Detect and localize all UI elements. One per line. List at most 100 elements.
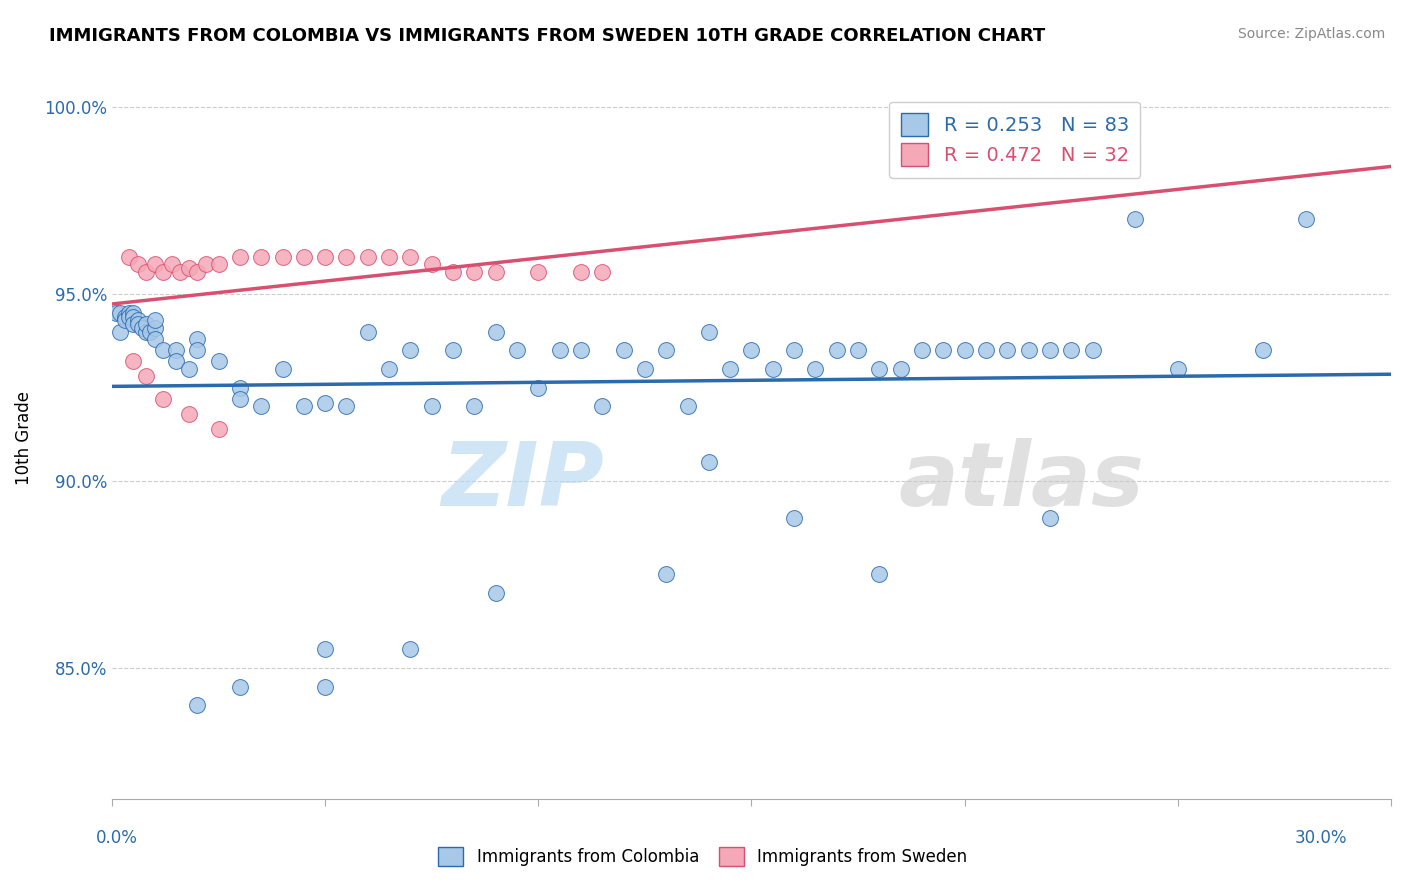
Point (314, 395, 336, 409)
Point (229, 381, 252, 395)
Point (114, 310, 136, 324)
Point (548, 343, 571, 358)
Point (613, 343, 636, 358)
Point (697, 325, 720, 339)
Point (697, 455, 720, 469)
Point (357, 325, 380, 339)
Point (292, 250, 315, 264)
Point (804, 362, 827, 376)
Point (229, 392, 252, 406)
Point (868, 567, 890, 582)
Point (177, 260, 200, 275)
Point (591, 399, 613, 413)
Point (127, 257, 149, 271)
Point (127, 313, 149, 327)
Text: atlas: atlas (898, 438, 1144, 524)
Point (160, 257, 183, 271)
Point (463, 265, 485, 279)
Point (378, 250, 401, 264)
Point (569, 265, 592, 279)
Point (186, 698, 208, 713)
Point (740, 343, 762, 358)
Legend: R = 0.253   N = 83, R = 0.472   N = 32: R = 0.253 N = 83, R = 0.472 N = 32 (889, 102, 1140, 178)
Point (463, 399, 485, 413)
Point (378, 362, 401, 376)
Point (110, 306, 132, 320)
Point (1251, 343, 1274, 358)
Point (655, 343, 678, 358)
Point (890, 362, 912, 376)
Text: IMMIGRANTS FROM COLOMBIA VS IMMIGRANTS FROM SWEDEN 10TH GRADE CORRELATION CHART: IMMIGRANTS FROM COLOMBIA VS IMMIGRANTS F… (49, 27, 1046, 45)
Point (420, 399, 443, 413)
Point (399, 343, 422, 358)
Point (783, 511, 806, 525)
Point (825, 343, 848, 358)
Point (207, 257, 229, 271)
Y-axis label: 10th Grade: 10th Grade (15, 391, 32, 485)
Point (135, 317, 157, 331)
Point (229, 250, 252, 264)
Point (527, 381, 550, 395)
Point (186, 343, 208, 358)
Point (122, 354, 145, 368)
Point (399, 642, 422, 657)
Point (1039, 511, 1062, 525)
Point (118, 306, 141, 320)
Point (335, 250, 357, 264)
Point (441, 343, 464, 358)
Point (846, 343, 869, 358)
Point (131, 321, 153, 335)
Point (135, 265, 157, 279)
Point (139, 325, 162, 339)
Point (250, 399, 273, 413)
Point (634, 362, 657, 376)
Point (169, 265, 191, 279)
Point (1123, 212, 1146, 227)
Point (974, 343, 997, 358)
Point (152, 343, 174, 358)
Point (229, 680, 252, 694)
Point (110, 325, 132, 339)
Point (1081, 343, 1104, 358)
Point (271, 250, 294, 264)
Point (314, 642, 336, 657)
Point (335, 399, 357, 413)
Point (441, 265, 464, 279)
Point (127, 317, 149, 331)
Point (122, 310, 145, 324)
Point (399, 250, 422, 264)
Text: 0.0%: 0.0% (96, 829, 138, 847)
Point (527, 265, 550, 279)
Point (207, 354, 229, 368)
Point (165, 354, 187, 368)
Point (485, 586, 508, 600)
Point (506, 343, 529, 358)
Point (271, 362, 294, 376)
Point (485, 325, 508, 339)
Point (105, 306, 128, 320)
Point (186, 332, 208, 346)
Point (165, 343, 187, 358)
Point (143, 313, 166, 327)
Point (911, 343, 934, 358)
Point (1167, 362, 1189, 376)
Point (1295, 212, 1317, 227)
Point (177, 362, 200, 376)
Point (135, 325, 157, 339)
Point (783, 343, 806, 358)
Point (1039, 343, 1062, 358)
Point (177, 407, 200, 421)
Point (194, 257, 217, 271)
Point (420, 257, 443, 271)
Point (118, 310, 141, 324)
Point (1018, 343, 1040, 358)
Point (762, 362, 785, 376)
Legend: Immigrants from Colombia, Immigrants from Sweden: Immigrants from Colombia, Immigrants fro… (432, 840, 974, 873)
Point (868, 362, 890, 376)
Point (485, 265, 508, 279)
Point (1060, 343, 1083, 358)
Point (569, 343, 592, 358)
Point (995, 343, 1018, 358)
Point (114, 313, 136, 327)
Point (314, 250, 336, 264)
